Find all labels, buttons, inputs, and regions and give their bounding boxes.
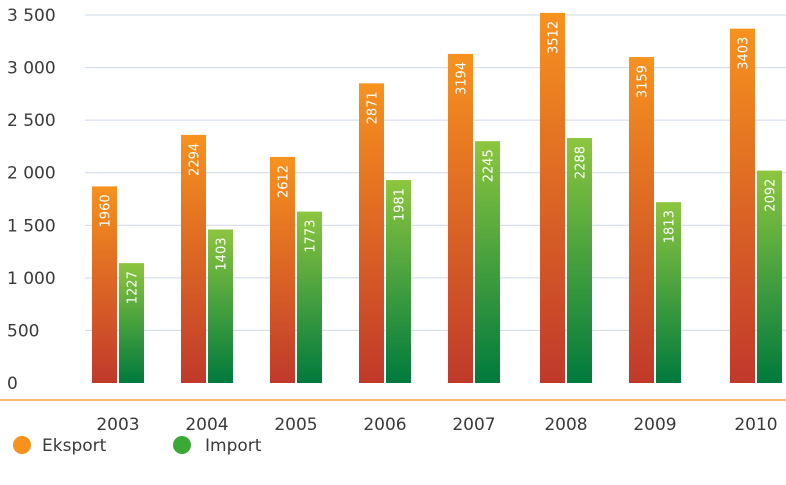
bar-eksport-2005: [270, 156, 295, 383]
y-axis-ticks: 3 500 3 000 2 500 2 000 1 500 1 000 500 0: [7, 6, 56, 394]
x-tick-label: 2004: [185, 415, 228, 435]
bar-data-label: 3159: [636, 65, 651, 98]
x-tick-label: 2006: [363, 415, 406, 435]
legend-label-eksport: Eksport: [42, 436, 107, 456]
bar-import-2008: [567, 138, 592, 383]
y-tick-label: 3 000: [7, 59, 56, 79]
x-tick-label: 2007: [452, 415, 495, 435]
legend-item-eksport: Eksport: [13, 436, 107, 456]
bars: [92, 12, 782, 384]
bar-import-2007: [475, 141, 500, 383]
legend-label-import: Import: [205, 436, 262, 456]
y-tick-label: 1 500: [7, 216, 56, 236]
bar-eksport-2010: [730, 28, 755, 383]
y-tick-label: 2 000: [7, 164, 56, 184]
bar-data-label: 1813: [663, 210, 678, 243]
x-tick-label: 2010: [734, 415, 777, 435]
bar-data-label: 1227: [126, 271, 141, 304]
bar-import-2009: [656, 202, 681, 383]
bar-data-label: 1403: [215, 237, 230, 270]
bar-eksport-2008: [540, 12, 565, 383]
bar-eksport-2004: [181, 134, 206, 383]
bar-data-label: 2871: [366, 91, 381, 124]
bar-import-2006: [386, 180, 411, 383]
bar-data-label: 2294: [188, 143, 203, 176]
x-axis-ticks: 2003 2004 2005 2006 2007 2008 2009 2010: [96, 415, 777, 435]
bar-eksport-2007: [448, 53, 473, 383]
bar-import-2010: [757, 170, 782, 383]
bar-import-2004: [208, 229, 233, 383]
y-tick-label: 2 500: [7, 111, 56, 131]
legend: Eksport Import: [13, 436, 262, 456]
x-tick-label: 2008: [544, 415, 587, 435]
bar-data-label: 3403: [737, 37, 752, 70]
legend-swatch-eksport: [13, 436, 31, 454]
bar-data-label: 3194: [455, 62, 470, 95]
bar-data-label: 2092: [764, 179, 779, 212]
bar-import-2005: [297, 211, 322, 383]
bar-data-label: 1773: [304, 220, 319, 253]
bar-eksport-2009: [629, 57, 654, 384]
bar-data-label: 1960: [99, 194, 114, 227]
bar-data-labels: 1960 1227 2294 1403 2612 1773 2871 1981 3194 2245…: [99, 21, 779, 304]
bar-data-label: 3512: [547, 21, 562, 54]
y-tick-label: 0: [7, 374, 18, 394]
bar-eksport-2003: [92, 186, 117, 383]
legend-swatch-import: [173, 436, 191, 454]
x-tick-label: 2009: [633, 415, 676, 435]
bar-eksport-2006: [359, 83, 384, 383]
bar-data-label: 2245: [482, 149, 497, 182]
y-tick-label: 1 000: [7, 269, 56, 289]
bar-data-label: 2612: [277, 165, 292, 198]
bar-import-2003: [119, 263, 144, 383]
x-tick-label: 2005: [274, 415, 317, 435]
y-tick-label: 500: [7, 321, 39, 341]
bar-data-label: 2288: [574, 146, 589, 179]
legend-item-import: Import: [173, 436, 262, 456]
bar-data-label: 1981: [393, 188, 408, 221]
x-tick-label: 2003: [96, 415, 139, 435]
y-tick-label: 3 500: [7, 6, 56, 26]
